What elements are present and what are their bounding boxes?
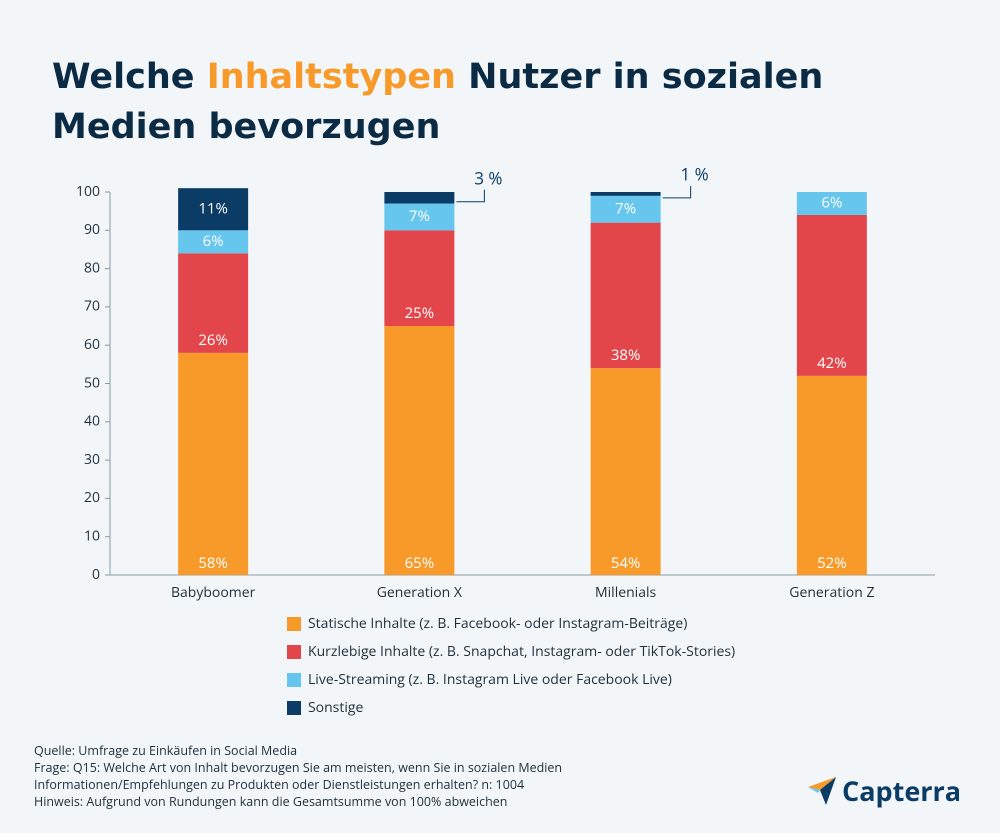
bar-segment [590,192,661,196]
legend-label: Kurzlebige Inhalte (z. B. Snapchat, Inst… [308,642,735,661]
data-label: 58% [198,553,228,573]
data-label: 6% [203,231,224,251]
bar-segment [384,203,455,231]
y-tick-label: 80 [84,258,100,277]
y-tick-label: 30 [84,450,100,469]
bar-segment [384,326,455,575]
y-tick-label: 20 [84,488,100,507]
bar-segment [590,195,661,223]
logo: Capterra [806,772,961,809]
brand: Capterra [842,772,962,809]
footnotes: Quelle: Umfrage zu Einkäufen in Social M… [34,742,562,810]
x-tick-label: Millenials [595,583,656,602]
callout-line [456,189,485,203]
y-tick-label: 70 [84,297,100,316]
data-label: 11% [198,198,228,218]
data-label: 7% [409,206,430,226]
data-label: 42% [817,353,847,373]
y-tick-label: 100 [76,182,100,201]
bar-segment [796,375,867,575]
bar-segment [590,222,661,369]
legend-label: Sonstige [308,698,363,717]
logo-icon [808,776,836,805]
legend-swatch [287,645,301,659]
legend-swatch [287,617,301,631]
footnote: Quelle: Umfrage zu Einkäufen in Social M… [34,742,298,759]
data-label: 54% [611,553,641,573]
title-part: Nutzer in sozialen Medien bevorzugen [52,57,824,147]
y-tick-label: 0 [92,565,100,584]
bar-segment [796,192,867,215]
footnote: Hinweis: Aufgrund von Rundungen kann die… [34,793,508,810]
data-label: 26% [198,330,228,350]
data-label: 7% [615,198,636,218]
legend-label: Live-Streaming (z. B. Instagram Live ode… [308,670,672,689]
footnote: Informationen/Empfehlungen zu Produkten … [34,776,525,793]
data-label: 52% [817,553,847,573]
data-label: 6% [821,193,842,213]
y-tick-label: 90 [84,220,100,239]
data-label: 65% [405,553,435,573]
x-tick-label: Generation X [377,583,463,602]
bar-segment [178,188,249,231]
data-label: 25% [405,303,435,323]
x-tick-label: Generation Z [789,583,874,602]
y-tick-label: 10 [84,526,100,545]
data-label: 1 % [681,162,709,185]
bar-segment [796,214,867,376]
footnote: Frage: Q15: Welche Art von Inhalt bevorz… [34,759,563,776]
callout-line [662,185,692,199]
data-label: 38% [611,345,641,365]
legend-swatch [287,701,301,715]
y-tick-label: 60 [84,335,100,354]
y-tick-label: 40 [84,412,100,431]
y-tick-label: 50 [84,373,100,392]
bar-segment [178,352,249,575]
legend-swatch [287,673,301,687]
x-tick-label: Babyboomer [171,583,256,602]
bar-segment [178,253,249,353]
bar-segment [178,230,249,254]
chart: 0 10 20 30 40 50 60 70 80 90 100 Babyboomer 58% 26% 6%… [76,162,935,717]
title-part: Welche [52,57,195,97]
bar-segment [590,368,661,575]
bar-segment [384,230,455,327]
legend-label: Statische Inhalte (z. B. Facebook- oder … [308,614,687,633]
chart-title: Welche Inhaltstypen Nutzer in sozialen M… [52,52,952,152]
bar-segment [384,192,455,204]
data-label: 3 % [474,166,502,189]
title-part: Inhaltstypen [206,57,456,97]
